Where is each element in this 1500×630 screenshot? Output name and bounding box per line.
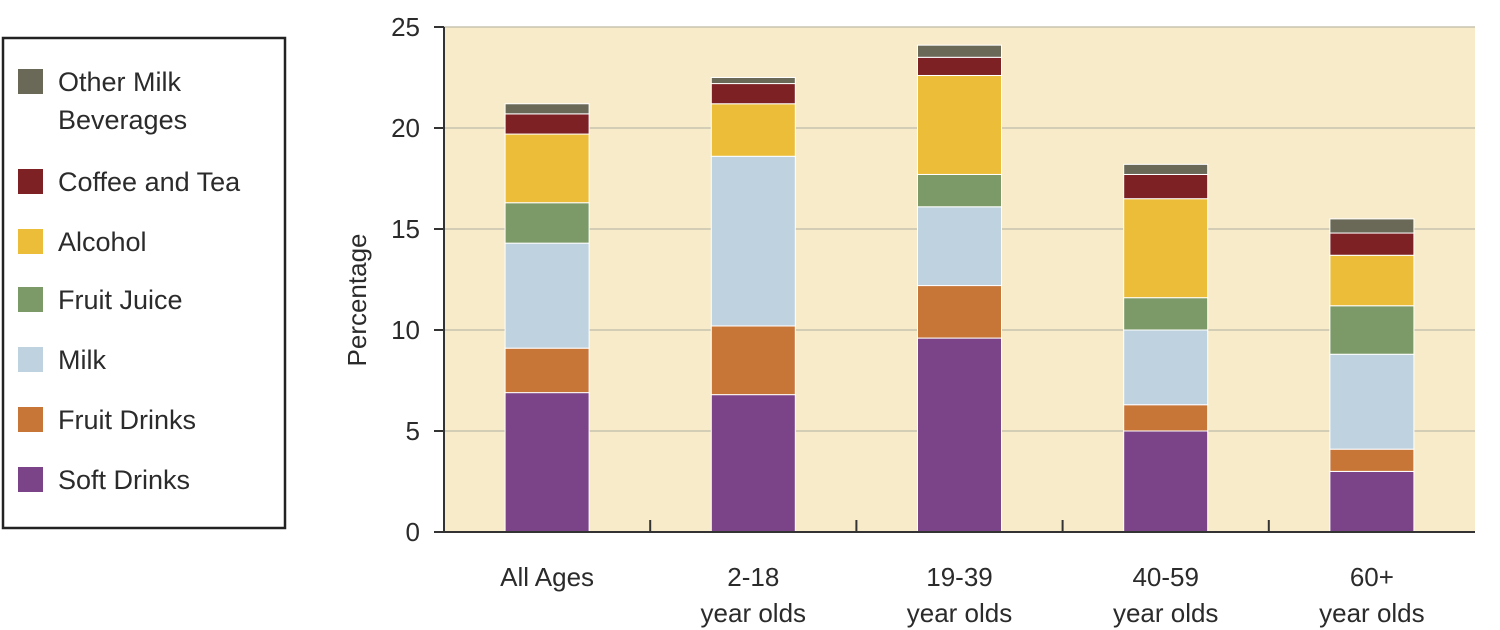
bar-segment-fruit-juice [917, 173, 1002, 208]
x-tick-label: All Ages [500, 562, 594, 592]
bar-segment-other-milk-beverages [1329, 218, 1415, 234]
legend-label-fruit-drinks: Fruit Drinks [58, 405, 196, 435]
legend-label-coffee-and-tea: Coffee and Tea [58, 167, 241, 197]
bar-segment-alcohol [1329, 254, 1415, 307]
bar-segment-milk [917, 206, 1002, 287]
bar-segment-fruit-drinks [1329, 448, 1415, 472]
legend-box [1, 36, 287, 530]
bar-segment-alcohol [504, 133, 590, 204]
bar-segment-soft-drinks [1329, 470, 1415, 533]
bar-segment-coffee-and-tea [710, 83, 796, 105]
legend-swatch-coffee-and-tea [18, 169, 43, 194]
bar-segment-coffee-and-tea [917, 56, 1002, 76]
legend-swatch-soft-drinks [18, 467, 43, 492]
legend: Other Milk Beverages Coffee and Tea Alcohol… [1, 36, 287, 530]
x-tick-label: year olds [1319, 598, 1425, 628]
legend-label-fruit-juice: Fruit Juice [58, 285, 183, 315]
x-tick-label: 2-18 [727, 562, 779, 592]
bar-segment-alcohol [1123, 198, 1209, 299]
legend-label-soft-drinks: Soft Drinks [58, 465, 190, 495]
legend-label-other-milk-beverages: Other Milk [58, 67, 182, 97]
legend-swatch-fruit-drinks [18, 407, 43, 432]
bar-segment-soft-drinks [917, 337, 1002, 533]
x-tick-label: 19-39 [926, 562, 993, 592]
bar-segment-milk [1123, 329, 1209, 406]
legend-swatch-other-milk-beverages [18, 69, 43, 94]
plot-area [444, 26, 1475, 533]
bar-segment-fruit-drinks [1123, 404, 1209, 432]
legend-label-other-milk-beverages: Beverages [58, 105, 187, 135]
x-tick-label: year olds [907, 598, 1013, 628]
x-tick-label: year olds [701, 598, 807, 628]
bar-segment-fruit-drinks [917, 285, 1002, 339]
x-tick-label: year olds [1113, 598, 1219, 628]
bar-segment-other-milk-beverages [710, 77, 796, 85]
bar-segment-fruit-juice [504, 202, 590, 244]
bar-segment-other-milk-beverages [917, 44, 1002, 58]
legend-swatch-milk [18, 347, 43, 372]
bar-segment-coffee-and-tea [504, 113, 590, 135]
bar-segment-milk [1329, 353, 1415, 450]
bar-segment-milk [504, 242, 590, 349]
bar-segment-coffee-and-tea [1329, 232, 1415, 256]
bar-segment-other-milk-beverages [504, 103, 590, 115]
y-tick-label: 15 [391, 214, 420, 244]
bar-segment-fruit-drinks [710, 325, 796, 396]
bar-segment-milk [710, 155, 796, 327]
legend-swatch-fruit-juice [18, 287, 43, 312]
bar-segment-fruit-juice [1123, 297, 1209, 331]
bar-segment-alcohol [917, 74, 1002, 175]
bar-segment-soft-drinks [1123, 430, 1209, 533]
y-axis-label: Percentage [342, 234, 372, 367]
y-tick-label: 5 [406, 416, 420, 446]
y-tick-label: 20 [391, 113, 420, 143]
x-tick-label: 60+ [1350, 562, 1394, 592]
bar-segment-alcohol [710, 103, 796, 157]
bar-segment-fruit-juice [1329, 305, 1415, 355]
axes: 0 5 10 15 20 25 All Ages 2-18 year olds 19-39 year… [342, 12, 1475, 628]
bar-segment-coffee-and-tea [1123, 173, 1209, 200]
legend-swatch-alcohol [18, 229, 43, 254]
bar-segment-soft-drinks [504, 392, 590, 533]
legend-label-milk: Milk [58, 345, 106, 375]
x-tick-label: 40-59 [1132, 562, 1199, 592]
y-tick-label: 10 [391, 315, 420, 345]
legend-label-alcohol: Alcohol [58, 227, 147, 257]
bar-segment-other-milk-beverages [1123, 163, 1209, 175]
bar-segment-fruit-drinks [504, 347, 590, 394]
y-tick-label: 25 [391, 12, 420, 42]
bar-segment-soft-drinks [710, 394, 796, 533]
y-tick-label: 0 [406, 517, 420, 547]
